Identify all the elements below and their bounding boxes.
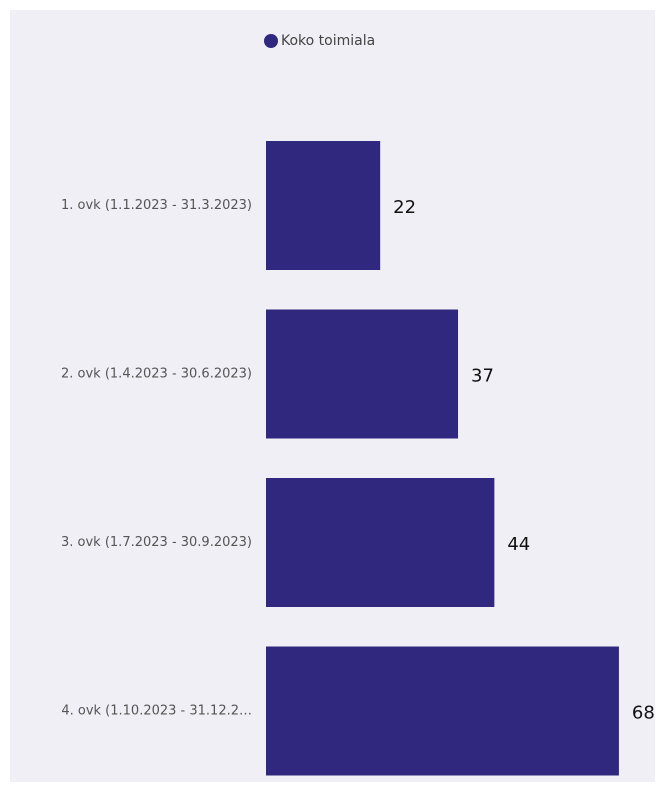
data-label: 68 [632,703,655,724]
legend-label: Koko toimiala [281,33,375,49]
bar [266,141,381,270]
y-tick-label: 1. ovk (1.1.2023 - 31.3.2023) [61,198,252,213]
bar [266,478,495,607]
y-tick-label: 3. ovk (1.7.2023 - 30.9.2023) [61,535,252,550]
y-tick-label: 4. ovk (1.10.2023 - 31.12.2… [61,704,252,719]
data-label: 44 [507,534,530,555]
data-label: 37 [471,366,494,387]
bar [266,646,619,776]
legend-marker [264,34,278,48]
y-tick-label: 2. ovk (1.4.2023 - 30.6.2023) [61,367,252,382]
bar [266,309,459,439]
data-label: 22 [393,197,416,218]
